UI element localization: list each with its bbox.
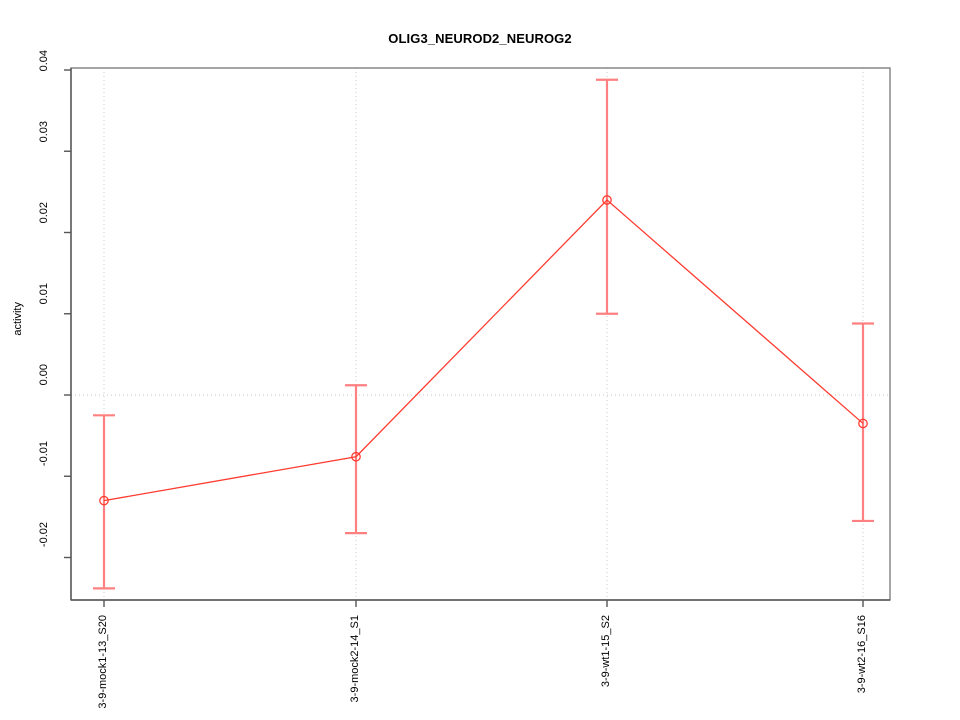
line-series-group (103, 199, 864, 502)
data-point-marker-0 (99, 495, 109, 506)
data-point-marker-1 (351, 451, 361, 462)
axes-group (64, 67, 891, 607)
data-point-marker-2 (602, 195, 612, 205)
data-point-markers-group (99, 195, 868, 506)
error-bars-group (93, 78, 874, 590)
data-point-marker-3 (858, 418, 868, 429)
series-line-activity (103, 199, 864, 502)
page-title: OLIG3_NEUROD2_NEUROG2 (388, 31, 572, 46)
gridlines-group (71, 68, 890, 600)
plot-box (70, 67, 891, 601)
